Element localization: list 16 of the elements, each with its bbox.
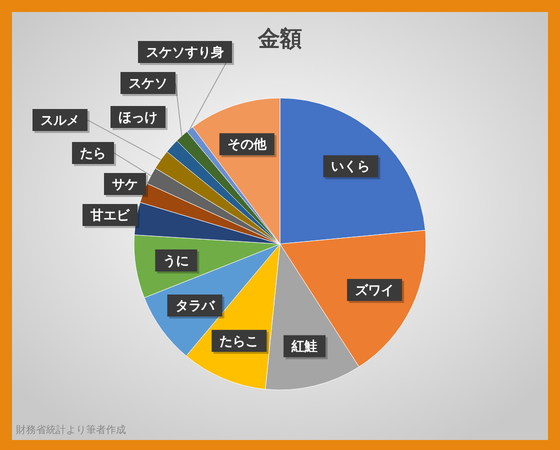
slice-label: ズワイ [355, 283, 394, 298]
slice-label: 紅鮭 [290, 340, 318, 355]
slice-label: ほっけ [118, 110, 158, 126]
slice-label: いくら [331, 160, 370, 175]
slice-label: 甘エビ [90, 208, 130, 224]
slice-label: たら [80, 146, 106, 162]
slice-label: スケソすり身 [146, 46, 224, 60]
slice-label: スルメ [40, 114, 80, 128]
slice-label: スケソ [128, 76, 168, 92]
slice-label: タラバ [175, 299, 216, 314]
chart-title: 金額 [257, 27, 302, 52]
slice-label: その他 [227, 138, 268, 153]
slice-label: たらこ [220, 334, 259, 350]
slice-label: サケ [112, 178, 138, 192]
text: 財務省統計より筆者作成 [16, 424, 126, 436]
slice-label: うに [163, 254, 190, 269]
